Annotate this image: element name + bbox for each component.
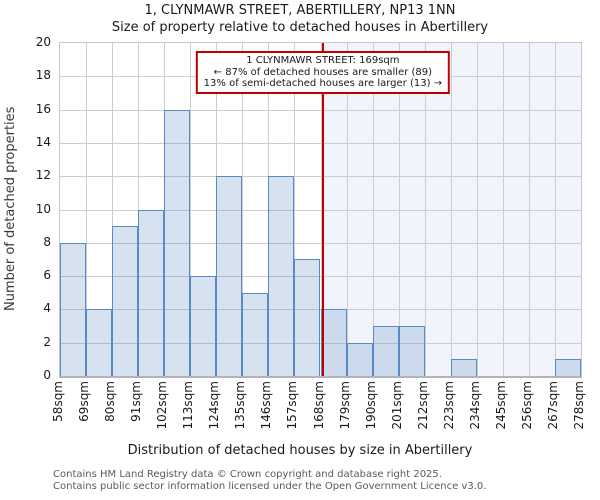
histogram-bar <box>190 276 217 376</box>
chart-title: 1, CLYNMAWR STREET, ABERTILLERY, NP13 1N… <box>144 3 456 18</box>
histogram-bar <box>112 226 139 376</box>
plot-area: 1 CLYNMAWR STREET: 169sqm ← 87% of detac… <box>59 42 582 378</box>
y-tick-label: 8 <box>43 234 51 249</box>
x-tick-label: 102sqm <box>155 381 170 430</box>
x-tick-label: 80sqm <box>103 381 118 422</box>
histogram-bar <box>398 326 425 376</box>
histogram-bar <box>294 259 321 376</box>
histogram-bar <box>372 326 399 376</box>
x-tick-label: 146sqm <box>259 381 274 430</box>
x-tick-label: 179sqm <box>337 381 352 430</box>
x-tick-label: 245sqm <box>493 381 508 430</box>
x-tick-label: 91sqm <box>129 381 144 422</box>
histogram-bar <box>320 309 347 376</box>
y-tick-label: 20 <box>35 35 51 49</box>
grid-line-vertical <box>190 43 192 376</box>
x-axis-label: Distribution of detached houses by size … <box>127 443 473 458</box>
histogram-bar <box>86 309 113 376</box>
histogram-bar <box>450 359 477 376</box>
grid-line-vertical <box>450 43 452 376</box>
grid-line-vertical <box>372 43 374 376</box>
x-tick-label: 201sqm <box>389 381 404 430</box>
y-tick-label: 14 <box>35 134 51 149</box>
x-tick-label: 135sqm <box>233 381 248 430</box>
y-tick-label: 0 <box>43 368 51 382</box>
x-tick-label: 223sqm <box>441 381 456 430</box>
x-tick-label: 212sqm <box>415 381 430 430</box>
subject-property-marker-line <box>321 43 324 376</box>
histogram-bar <box>216 176 243 376</box>
grid-line-vertical <box>502 43 504 376</box>
annotation-line-3: 13% of semi-detached houses are larger (… <box>203 78 443 89</box>
x-tick-label: 190sqm <box>363 381 378 430</box>
y-tick-label: 18 <box>35 68 51 83</box>
x-tick-label: 58sqm <box>51 381 65 422</box>
grid-line-vertical <box>320 43 322 376</box>
histogram-bar <box>242 292 269 376</box>
subject-property-annotation: 1 CLYNMAWR STREET: 169sqm ← 87% of detac… <box>195 51 451 94</box>
x-tick-label: 168sqm <box>311 381 326 430</box>
grid-line-vertical <box>112 43 114 376</box>
annotation-line-1: 1 CLYNMAWR STREET: 169sqm <box>246 55 400 66</box>
y-tick-label: 6 <box>43 268 51 283</box>
footer-line-2: Contains public sector information licen… <box>53 480 487 492</box>
x-tick-label: 267sqm <box>545 381 560 430</box>
x-tick-label: 69sqm <box>77 381 92 422</box>
grid-line-vertical <box>528 43 530 376</box>
histogram-bar <box>60 242 87 376</box>
footer-attribution: Contains HM Land Registry data © Crown c… <box>53 469 486 492</box>
annotation-line-2: ← 87% of detached houses are smaller (89… <box>213 66 433 78</box>
histogram-bar <box>138 209 165 376</box>
x-tick-label: 124sqm <box>207 381 222 430</box>
grid-line-vertical <box>86 43 88 376</box>
histogram-bar <box>164 109 191 376</box>
histogram-bar <box>554 359 581 376</box>
y-tick-label: 4 <box>43 301 51 316</box>
x-tick-label: 256sqm <box>519 381 534 430</box>
grid-line-vertical <box>398 43 400 376</box>
x-tick-label: 278sqm <box>572 381 586 430</box>
grid-line-vertical <box>294 43 296 376</box>
y-tick-label: 12 <box>35 168 51 183</box>
chart-subtitle: Size of property relative to detached ho… <box>111 20 489 35</box>
grid-line-vertical <box>242 43 244 376</box>
x-tick-label: 113sqm <box>181 381 196 430</box>
y-tick-label: 16 <box>35 101 51 116</box>
grid-line-vertical <box>476 43 478 376</box>
footer-line-1: Contains HM Land Registry data © Crown c… <box>53 469 442 480</box>
x-tick-label: 234sqm <box>467 381 482 430</box>
histogram-bar <box>268 176 295 376</box>
grid-line-vertical <box>424 43 426 376</box>
histogram-bar <box>346 342 373 376</box>
grid-line-vertical <box>554 43 556 376</box>
x-tick-label: 157sqm <box>285 381 300 430</box>
y-tick-label: 10 <box>35 201 51 216</box>
grid-line-vertical <box>346 43 348 376</box>
y-tick-label: 2 <box>43 334 51 349</box>
